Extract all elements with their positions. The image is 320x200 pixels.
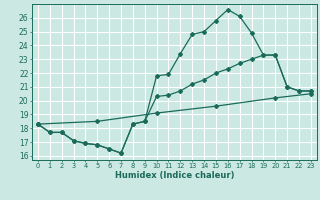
X-axis label: Humidex (Indice chaleur): Humidex (Indice chaleur) bbox=[115, 171, 234, 180]
